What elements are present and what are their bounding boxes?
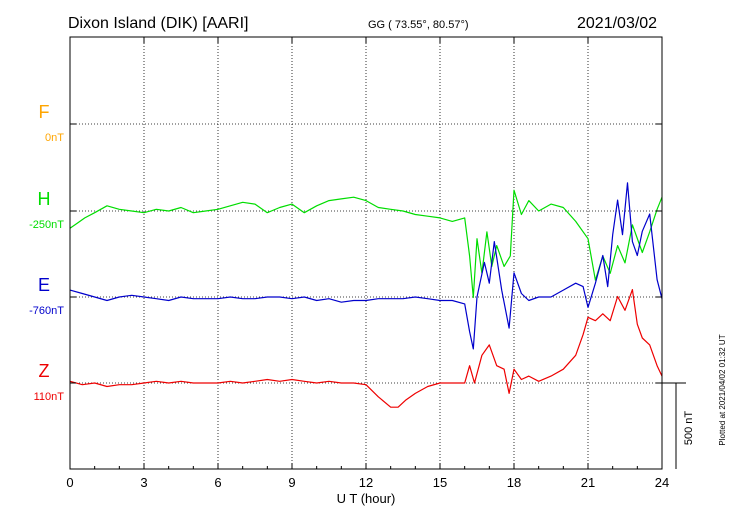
station-title: Dixon Island (DIK) [AARI] [68, 15, 249, 32]
channel-z-label: Z [39, 361, 50, 381]
grid [70, 37, 662, 469]
series-h-line [69, 189, 663, 299]
channel-f-baseline: 0nT [45, 132, 64, 144]
x-tick-label: 24 [655, 475, 669, 490]
scale-bar: 500 nT [662, 382, 695, 469]
x-axis-title: U T (hour) [337, 491, 396, 506]
x-tick-label: 15 [433, 475, 447, 490]
channel-h-label: H [38, 189, 51, 209]
x-tick-label: 6 [214, 475, 221, 490]
channel-e-baseline: -760nT [29, 305, 64, 317]
x-tick-label: 21 [581, 475, 595, 490]
date-label: 2021/03/02 [577, 15, 657, 32]
x-tick-label: 3 [140, 475, 147, 490]
channel-e-label: E [38, 275, 50, 295]
coordinates-label: GG ( 73.55°, 80.57°) [368, 19, 469, 31]
x-tick-label: 12 [359, 475, 373, 490]
channel-labels: F 0nT H -250nT E -760nT Z 110nT [29, 102, 64, 403]
channel-f-label: F [39, 102, 50, 122]
x-axis: 0 3 6 9 12 15 18 21 24 [66, 37, 669, 490]
series-layer [69, 182, 663, 408]
plot-frame [69, 36, 663, 470]
series-e-line [69, 182, 663, 350]
x-tick-label: 9 [288, 475, 295, 490]
channel-h-baseline: -250nT [29, 219, 64, 231]
channel-z-baseline: 110nT [34, 391, 65, 403]
scale-bar-label: 500 nT [683, 411, 695, 446]
plotted-at-note: Plotted at 2021/04/02 01:32 UT [718, 334, 727, 445]
x-tick-label: 0 [66, 475, 73, 490]
series-z-line [69, 289, 663, 408]
x-tick-label: 18 [507, 475, 521, 490]
